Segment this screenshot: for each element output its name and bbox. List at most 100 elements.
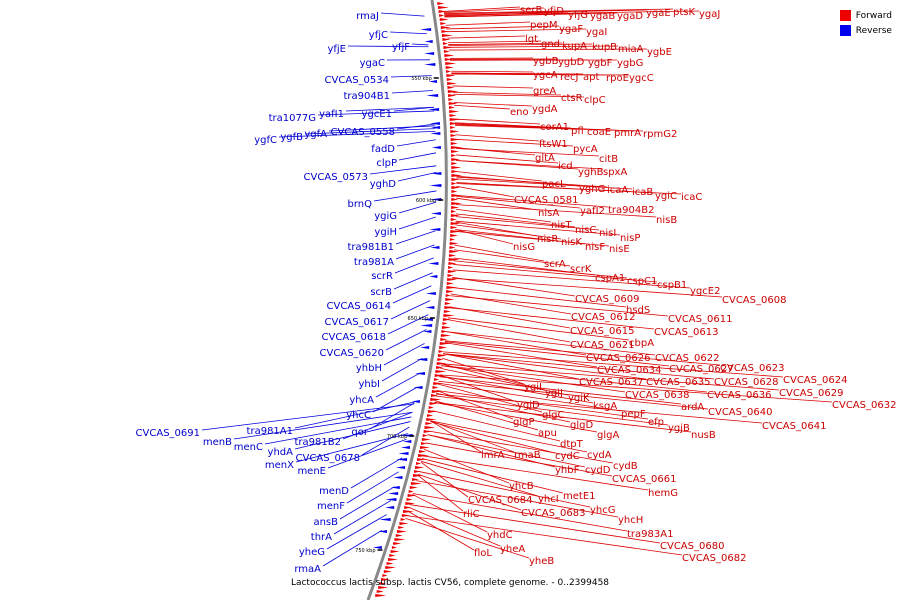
gene-label-cvcas-0637[interactable]: CVCAS_0637	[579, 377, 643, 388]
gene-label-cvcas-0635[interactable]: CVCAS_0635	[646, 377, 710, 388]
gene-label-yhcc[interactable]: yhcC	[346, 410, 371, 421]
gene-label-ygda[interactable]: ygdA	[532, 104, 558, 115]
gene-label-thra[interactable]: thrA	[311, 532, 332, 543]
gene-label-ygaf[interactable]: ygaF	[559, 24, 583, 35]
gene-label-yfjg[interactable]: yfjG	[568, 10, 588, 21]
gene-label-apu[interactable]: apu	[538, 428, 557, 439]
gene-label-yfjf[interactable]: yfjF	[392, 42, 410, 53]
gene-label-nist[interactable]: nisT	[551, 220, 572, 231]
gene-label-cvcas-0615[interactable]: CVCAS_0615	[570, 326, 634, 337]
gene-label-glga[interactable]: glgA	[597, 430, 619, 441]
gene-label-kupb[interactable]: kupB	[592, 42, 617, 53]
gene-label-yhcb[interactable]: yhcB	[509, 481, 534, 492]
gene-label-cvcas-0613[interactable]: CVCAS_0613	[654, 327, 718, 338]
gene-label-ygbd[interactable]: ygbD	[558, 57, 585, 68]
gene-label-dtpt[interactable]: dtpT	[560, 439, 584, 450]
gene-label-ygce1[interactable]: ygcE1	[362, 109, 392, 120]
gene-label-cvcas-0573[interactable]: CVCAS_0573	[304, 172, 368, 183]
gene-label-rpoe[interactable]: rpoE	[606, 73, 629, 84]
gene-label-hemg[interactable]: hemG	[648, 488, 678, 499]
gene-label-nisp[interactable]: nisP	[620, 233, 640, 244]
gene-label-cvcas-0611[interactable]: CVCAS_0611	[668, 314, 732, 325]
gene-label-icab[interactable]: icaB	[632, 187, 653, 198]
gene-label-nusb[interactable]: nusB	[691, 430, 716, 441]
gene-label-cvcas-0617[interactable]: CVCAS_0617	[325, 317, 389, 328]
gene-label-rpmg2[interactable]: rpmG2	[643, 129, 677, 140]
gene-label-nisc[interactable]: nisC	[575, 225, 596, 236]
gene-label-nisk[interactable]: nisK	[561, 237, 582, 248]
gene-label-cvcas-0626[interactable]: CVCAS_0626	[586, 353, 650, 364]
gene-label-ygbf[interactable]: ygbF	[588, 58, 613, 69]
gene-label-yafi1[interactable]: yafI1	[319, 109, 344, 120]
gene-label-cvcas-0622[interactable]: CVCAS_0622	[655, 353, 719, 364]
gene-label-cspa1[interactable]: cspA1	[595, 273, 625, 284]
gene-label-ctsr[interactable]: ctsR	[561, 93, 583, 104]
gene-label-ygik[interactable]: ygiK	[568, 393, 590, 404]
gene-label-ygca[interactable]: ygcA	[533, 70, 558, 81]
gene-label-glgc[interactable]: glgC	[542, 410, 564, 421]
gene-label-yhdc[interactable]: yhdC	[487, 530, 513, 541]
gene-label-ygbg[interactable]: ygbG	[617, 58, 643, 69]
gene-label-cvcas-0640[interactable]: CVCAS_0640	[708, 407, 772, 418]
gene-label-ygfb[interactable]: ygfB	[280, 132, 303, 143]
gene-label-yhea[interactable]: yheA	[500, 544, 525, 555]
gene-label-nisr[interactable]: nisR	[537, 234, 558, 245]
gene-label-tra1077g[interactable]: tra1077G	[269, 113, 316, 124]
gene-label-yhch[interactable]: yhcH	[618, 515, 643, 526]
gene-label-mene[interactable]: menE	[297, 466, 326, 477]
gene-label-glgd[interactable]: glgD	[570, 420, 593, 431]
gene-label-ygjb[interactable]: ygjB	[668, 423, 690, 434]
gene-label-menb[interactable]: menB	[203, 437, 232, 448]
gene-label-rmaa[interactable]: rmaA	[294, 564, 321, 575]
gene-label-cydd[interactable]: cydD	[585, 465, 611, 476]
gene-label-efp[interactable]: efp	[648, 417, 664, 428]
gene-label-cvcas-0683[interactable]: CVCAS_0683	[521, 508, 585, 519]
gene-label-cvcas-0621[interactable]: CVCAS_0621	[570, 340, 634, 351]
gene-label-cspb1[interactable]: cspB1	[657, 280, 687, 291]
gene-label-coae[interactable]: coaE	[587, 127, 611, 138]
gene-label-yfjc[interactable]: yfjC	[369, 30, 388, 41]
gene-label-ftsw1[interactable]: ftsW1	[539, 139, 568, 150]
gene-label-ygcc[interactable]: ygcC	[629, 73, 654, 84]
gene-label-apt[interactable]: apt	[583, 72, 599, 83]
gene-label-kupa[interactable]: kupA	[562, 41, 587, 52]
gene-label-yhca[interactable]: yhcA	[349, 395, 374, 406]
gene-label-menc[interactable]: menC	[234, 442, 263, 453]
gene-label-ygih[interactable]: ygiH	[374, 227, 397, 238]
gene-label-nisf[interactable]: nisF	[585, 242, 605, 253]
gene-label-hsds[interactable]: hsdS	[626, 305, 650, 316]
gene-label-yfje[interactable]: yfjE	[327, 44, 346, 55]
gene-label-icd[interactable]: icd	[558, 161, 573, 172]
gene-label-ygii[interactable]: ygiI	[524, 382, 542, 393]
gene-label-rmaj[interactable]: rmaJ	[356, 11, 379, 22]
gene-label-ygaj[interactable]: ygaJ	[699, 9, 720, 20]
gene-label-cyda[interactable]: cydA	[587, 450, 612, 461]
gene-label-yhbf[interactable]: yhbF	[555, 465, 580, 476]
gene-label-arda[interactable]: ardA	[681, 402, 704, 413]
gene-label-cvcas-0558[interactable]: CVCAS_0558	[331, 127, 395, 138]
gene-label-pepm[interactable]: pepM	[530, 20, 557, 31]
gene-label-pyca[interactable]: pycA	[573, 144, 598, 155]
gene-label-cydb[interactable]: cydB	[613, 461, 638, 472]
gene-label-yghd[interactable]: yghD	[370, 179, 397, 190]
gene-label-cvcas-0632[interactable]: CVCAS_0632	[832, 400, 896, 411]
gene-label-cvcas-0614[interactable]: CVCAS_0614	[327, 301, 391, 312]
gene-label-cvcas-0628[interactable]: CVCAS_0628	[714, 377, 778, 388]
gene-label-glta[interactable]: gltA	[535, 153, 555, 164]
gene-label-cvcas-0620[interactable]: CVCAS_0620	[320, 348, 384, 359]
gene-label-tra981a[interactable]: tra981A	[354, 257, 394, 268]
gene-label-miaa[interactable]: miaA	[618, 44, 644, 55]
gene-label-ygab[interactable]: ygaB	[590, 11, 615, 22]
gene-label-cora1[interactable]: corA1	[540, 122, 569, 133]
gene-label-ygad[interactable]: ygaD	[617, 11, 643, 22]
gene-label-ygig[interactable]: ygiG	[374, 211, 397, 222]
gene-label-cvcas-0634[interactable]: CVCAS_0634	[597, 365, 661, 376]
gene-label-pfl[interactable]: pfl	[571, 126, 584, 137]
gene-label-yheg[interactable]: yheG	[299, 547, 325, 558]
gene-label-rmab[interactable]: rmaB	[514, 450, 541, 461]
gene-label-rlic[interactable]: rliC	[463, 509, 480, 520]
gene-label-yafi2[interactable]: yafI2	[580, 206, 605, 217]
gene-label-clpc[interactable]: clpC	[584, 95, 606, 106]
gene-label-cydc[interactable]: cydC	[555, 451, 580, 462]
gene-label-ygce2[interactable]: ygcE2	[690, 286, 720, 297]
